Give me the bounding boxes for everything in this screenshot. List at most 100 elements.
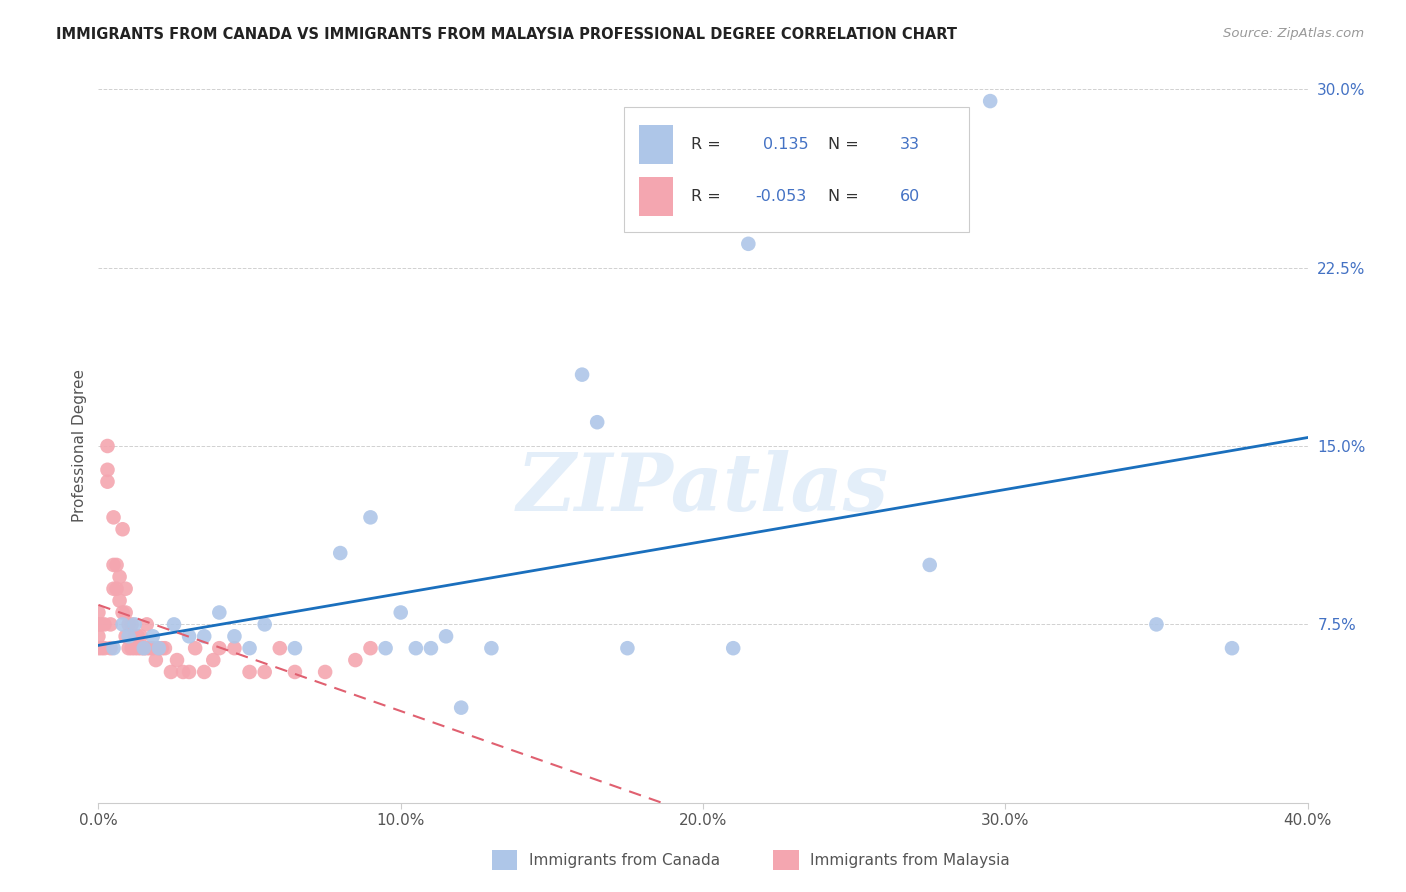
Point [105,582,128,596]
Point [114,582,136,596]
Point [918,558,941,572]
Point [96,475,118,489]
Text: -0.053: -0.053 [755,189,806,203]
FancyBboxPatch shape [624,107,969,232]
Point [586,415,609,429]
Point [103,641,125,656]
Point [121,617,143,632]
Point [108,593,131,607]
Point [103,582,125,596]
Point [253,665,276,679]
Point [87,617,110,632]
Text: ZIPatlas: ZIPatlas [517,450,889,527]
Point [419,641,441,656]
Point [148,641,170,656]
Point [405,641,427,656]
Point [360,641,382,656]
Text: IMMIGRANTS FROM CANADA VS IMMIGRANTS FROM MALAYSIA PROFESSIONAL DEGREE CORRELATI: IMMIGRANTS FROM CANADA VS IMMIGRANTS FRO… [56,27,957,42]
Text: R =: R = [690,189,725,203]
Bar [638,177,673,216]
Point [93,617,115,632]
Point [208,641,231,656]
Point [374,641,396,656]
Point [111,522,134,536]
Point [193,665,215,679]
Point [148,641,170,656]
Point [314,665,336,679]
Point [329,546,352,560]
Text: 33: 33 [900,136,920,152]
Point [132,641,155,656]
Text: 0.135: 0.135 [763,136,808,152]
Point [163,617,186,632]
Point [111,606,134,620]
Text: R =: R = [690,136,725,152]
Point [103,558,125,572]
Point [571,368,593,382]
Point [87,641,110,656]
Point [616,641,638,656]
Point [434,629,457,643]
Point [153,641,176,656]
Point [100,617,122,632]
Point [344,653,367,667]
Point [100,641,122,656]
Point [1220,641,1243,656]
Point [96,463,118,477]
Point [87,606,110,620]
Point [269,641,291,656]
Point [239,641,262,656]
Point [721,641,744,656]
Point [450,700,472,714]
Point [124,629,146,643]
Point [224,641,246,656]
Text: Immigrants from Canada: Immigrants from Canada [529,854,720,868]
Point [224,629,246,643]
Point [160,665,183,679]
Point [114,629,136,643]
Point [184,641,207,656]
Text: N =: N = [828,136,863,152]
Point [135,641,157,656]
Point [142,629,165,643]
Point [177,629,201,643]
Point [124,641,146,656]
Bar [638,125,673,164]
Point [139,641,162,656]
Text: Immigrants from Malaysia: Immigrants from Malaysia [810,854,1010,868]
Point [239,665,262,679]
Text: N =: N = [828,189,863,203]
Point [90,617,112,632]
Point [87,629,110,643]
Point [118,617,141,632]
Point [132,641,155,656]
Point [172,665,194,679]
Point [103,510,125,524]
Point [90,641,112,656]
Point [208,606,231,620]
Point [121,641,143,656]
Point [124,617,146,632]
Point [284,641,307,656]
Point [118,641,141,656]
Point [284,665,307,679]
Point [129,629,152,643]
Point [142,641,165,656]
Text: Source: ZipAtlas.com: Source: ZipAtlas.com [1223,27,1364,40]
Y-axis label: Professional Degree: Professional Degree [72,369,87,523]
Text: 60: 60 [900,189,921,203]
Point [114,606,136,620]
Point [193,629,215,643]
Point [737,236,759,251]
Point [93,641,115,656]
Point [481,641,503,656]
Point [118,629,141,643]
Point [135,617,157,632]
Point [145,653,167,667]
Point [360,510,382,524]
Point [202,653,225,667]
Point [129,641,152,656]
Point [150,641,173,656]
Point [389,606,412,620]
Point [166,653,188,667]
